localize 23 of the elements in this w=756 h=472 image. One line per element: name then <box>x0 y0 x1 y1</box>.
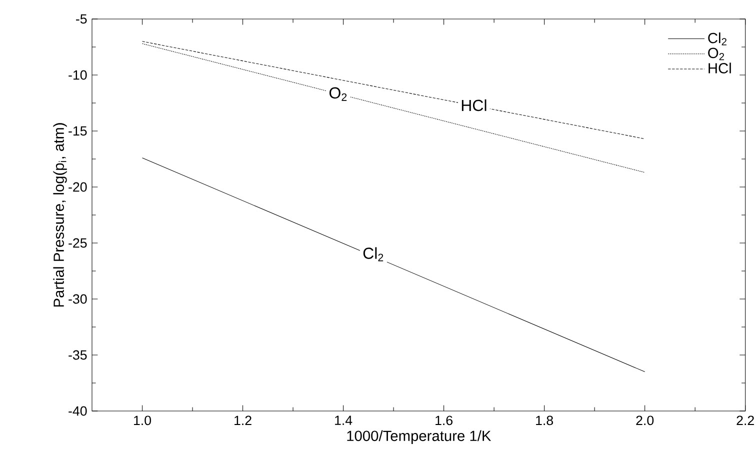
x-tick-label: 1.4 <box>335 416 352 425</box>
y-tick-label: -30 <box>68 294 87 304</box>
annotation: HCl <box>462 99 486 112</box>
y-tick-label: -35 <box>68 350 87 360</box>
x-tick-label: 1.6 <box>436 416 452 426</box>
legend-label: Cl$_{2}$ <box>708 32 726 46</box>
x-axis-title: 1000/Temperature 1/K <box>347 430 492 444</box>
annotation: Cl$_{2}$ <box>363 247 384 262</box>
y-tick-label: -40 <box>68 406 87 416</box>
y-axis-title: Partial Pressure, log(p$_{i}$, atm) <box>53 123 67 307</box>
legend-label: O$_{2}$ <box>708 48 724 60</box>
legend-label: HCl <box>708 62 731 74</box>
y-tick-label: -15 <box>68 126 87 136</box>
x-tick-label: 1.0 <box>134 416 152 426</box>
y-tick-label: -25 <box>68 238 87 248</box>
x-tick-label: 2.0 <box>636 416 654 426</box>
y-tick-label: -10 <box>68 70 87 80</box>
y-tick-label: -20 <box>68 182 87 192</box>
x-tick-label: 2.2 <box>736 416 754 426</box>
x-tick-label: 1.8 <box>536 416 554 426</box>
annotation: O$_{2}$ <box>329 87 347 101</box>
y-tick-label: -5 <box>76 14 87 24</box>
x-tick-label: 1.2 <box>234 416 252 426</box>
